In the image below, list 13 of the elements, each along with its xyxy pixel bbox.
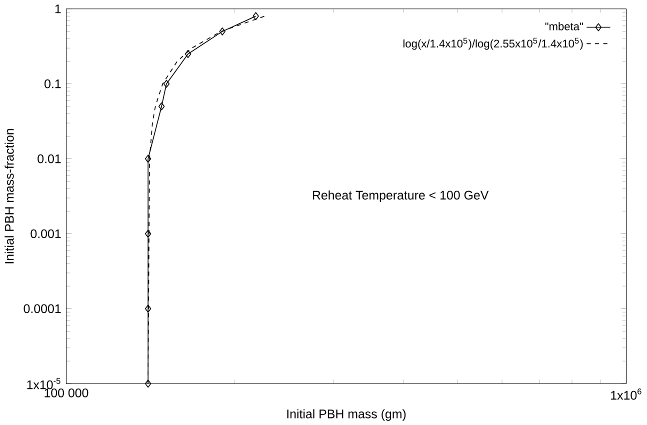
x-axis-title: Initial PBH mass (gm): [287, 409, 406, 421]
y-tick-label: 0.01: [38, 154, 61, 163]
y-tick-label: 0.1: [44, 79, 61, 88]
y-axis-title: Initial PBH mass-fraction: [4, 128, 14, 264]
y-tick-label: 1: [55, 4, 61, 13]
y-tick-label: 0.001: [30, 229, 61, 238]
y-tick-label: 1x10$^{-5}$: [27, 378, 60, 389]
x-tick-label: 1x10$^{6}$: [611, 388, 642, 400]
legend-label: log(x/1.4x10$^{5}$)/log(2.55x10$^{5}$/1.4x10$^{5}$): [403, 38, 583, 50]
x-tick-label: 100 000: [44, 388, 88, 398]
legend-label: "mbeta": [545, 22, 583, 30]
y-tick-label: 0.0001: [24, 304, 61, 313]
annotation: Reheat Temperature < 100 GeV: [312, 190, 489, 202]
